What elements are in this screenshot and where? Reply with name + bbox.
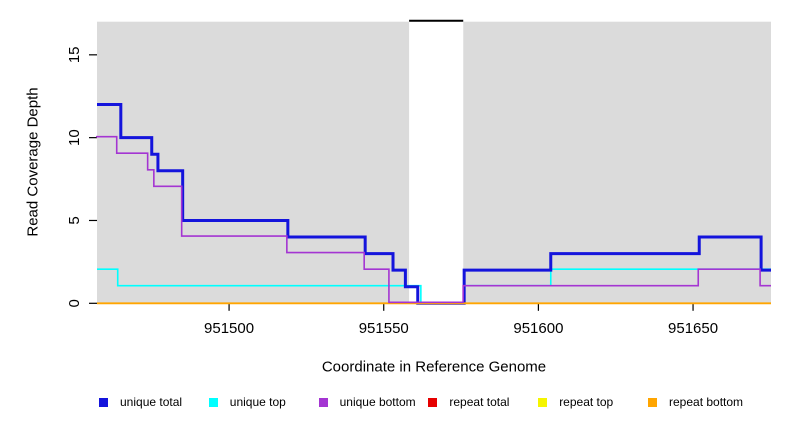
masked-gap-region (409, 21, 464, 304)
y-axis-title: Read Coverage Depth (24, 87, 42, 237)
series-unique-bottom (96, 135, 771, 304)
x-tick-label: 951500 (204, 320, 254, 337)
x-tick-label: 951600 (513, 320, 563, 337)
legend-label: repeat bottom (669, 395, 744, 409)
y-tick-label: 5 (66, 216, 83, 224)
x-axis-title: Coordinate in Reference Genome (321, 358, 547, 376)
series-unique-total (97, 103, 771, 305)
legend-swatch-icon (428, 397, 438, 407)
y-tick-label: 10 (66, 129, 83, 146)
y-tick-label: 15 (66, 46, 83, 63)
legend-item-repeat-total: repeat total (428, 394, 509, 410)
legend-label: unique bottom (339, 395, 416, 409)
legend: unique total unique top unique bottom repea… (0, 394, 792, 414)
legend-item-unique-top: unique top (208, 394, 286, 410)
legend-item-repeat-bottom: repeat bottom (648, 394, 743, 410)
legend-item-unique-total: unique total (99, 394, 182, 410)
legend-label: unique total (120, 395, 183, 409)
legend-swatch-icon (318, 397, 328, 407)
legend-label: repeat total (449, 395, 510, 409)
legend-item-unique-bottom: unique bottom (318, 394, 416, 410)
legend-item-repeat-top: repeat top (538, 394, 613, 410)
legend-swatch-icon (648, 397, 657, 407)
y-tick-label: 0 (66, 299, 83, 307)
legend-swatch-icon (538, 397, 548, 407)
legend-swatch-icon (99, 397, 108, 407)
x-tick-label: 951550 (359, 320, 409, 337)
legend-label: repeat top (559, 395, 614, 409)
x-tick-label: 951650 (668, 320, 718, 337)
legend-swatch-icon (208, 397, 218, 407)
legend-label: unique top (229, 395, 286, 409)
